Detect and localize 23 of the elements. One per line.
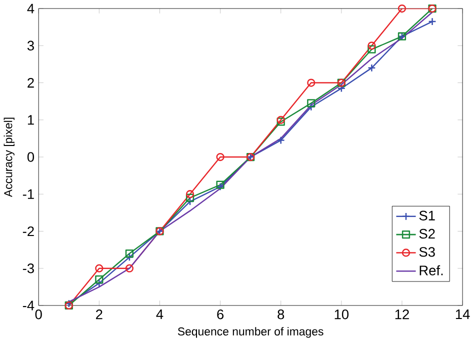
x-tick-label: 4 xyxy=(156,310,164,320)
x-tick-label: 2 xyxy=(96,310,102,320)
x-axis-title: Sequence number of images xyxy=(178,327,324,338)
x-tick-label: 10 xyxy=(334,310,349,320)
y-tick-label: -2 xyxy=(22,226,34,236)
y-tick-label: 2 xyxy=(28,78,34,88)
x-tick-label: 6 xyxy=(217,310,224,320)
legend-label: S3 xyxy=(419,247,435,257)
legend-label: Ref. xyxy=(420,265,443,276)
y-tick-label: 3 xyxy=(27,40,34,51)
legend-label: S1 xyxy=(419,210,435,221)
y-axis-title: Accuracy [pixel] xyxy=(4,118,14,198)
y-tick-label: 1 xyxy=(28,115,34,125)
y-tick-label: 4 xyxy=(27,4,34,14)
y-tick-label: -1 xyxy=(22,190,34,200)
x-tick-label: 0 xyxy=(35,310,42,320)
x-tick-label: 8 xyxy=(278,310,284,320)
y-tick-label: 0 xyxy=(27,152,34,162)
y-tick-label: -4 xyxy=(22,300,34,310)
legend-label: S2 xyxy=(419,229,435,239)
x-tick-label: 12 xyxy=(395,310,409,320)
x-tick-label: 14 xyxy=(456,310,470,320)
y-tick-label: -3 xyxy=(22,264,34,274)
